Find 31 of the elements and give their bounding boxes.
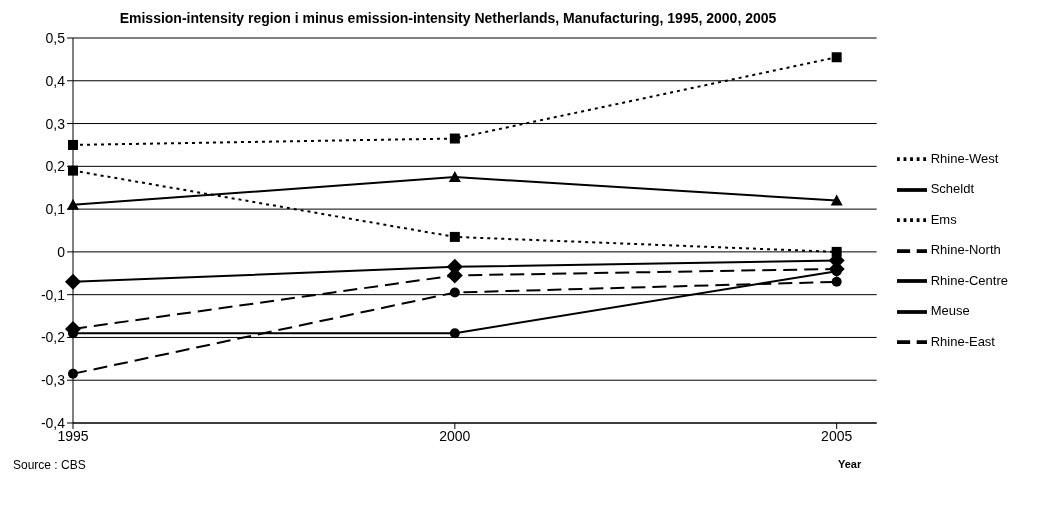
legend-label: Scheldt — [930, 181, 975, 197]
y-tick-label: 0,3 — [45, 115, 66, 132]
source-note: Source : CBS — [13, 458, 86, 472]
point — [448, 171, 461, 183]
legend-label: Ems — [930, 211, 957, 227]
legend-label: Rhine-North — [930, 242, 1001, 258]
y-tick-label: -0,2 — [40, 329, 66, 346]
y-tick-label: 0,1 — [45, 201, 66, 218]
y-tick-label: 0,5 — [45, 29, 66, 46]
legend-label: Meuse — [930, 303, 970, 319]
legend-label: Rhine-West — [930, 150, 999, 166]
point — [831, 52, 842, 63]
x-tick-label: 2000 — [439, 427, 471, 444]
x-tick-label: 2005 — [821, 427, 853, 444]
legend-label: Rhine-Centre — [930, 272, 1008, 288]
x-axis-title: Year — [838, 458, 862, 470]
y-tick-label: 0 — [57, 243, 66, 260]
y-tick-label: -0,1 — [40, 286, 66, 303]
legend-label: Rhine-East — [930, 333, 995, 349]
chart-title: Emission-intensity region i minus emission-intensity Netherlands, Manufacturing, 1995, 2000, 2005 — [118, 9, 778, 28]
y-tick-label: -0,3 — [40, 372, 66, 389]
y-tick-label: 0,2 — [45, 158, 66, 175]
point — [830, 194, 843, 206]
point — [68, 139, 78, 150]
point — [449, 287, 460, 298]
point — [449, 133, 460, 144]
point — [449, 328, 460, 339]
y-tick-label: 0,4 — [45, 72, 66, 89]
point — [65, 273, 81, 290]
point — [831, 276, 842, 287]
point — [449, 231, 460, 242]
